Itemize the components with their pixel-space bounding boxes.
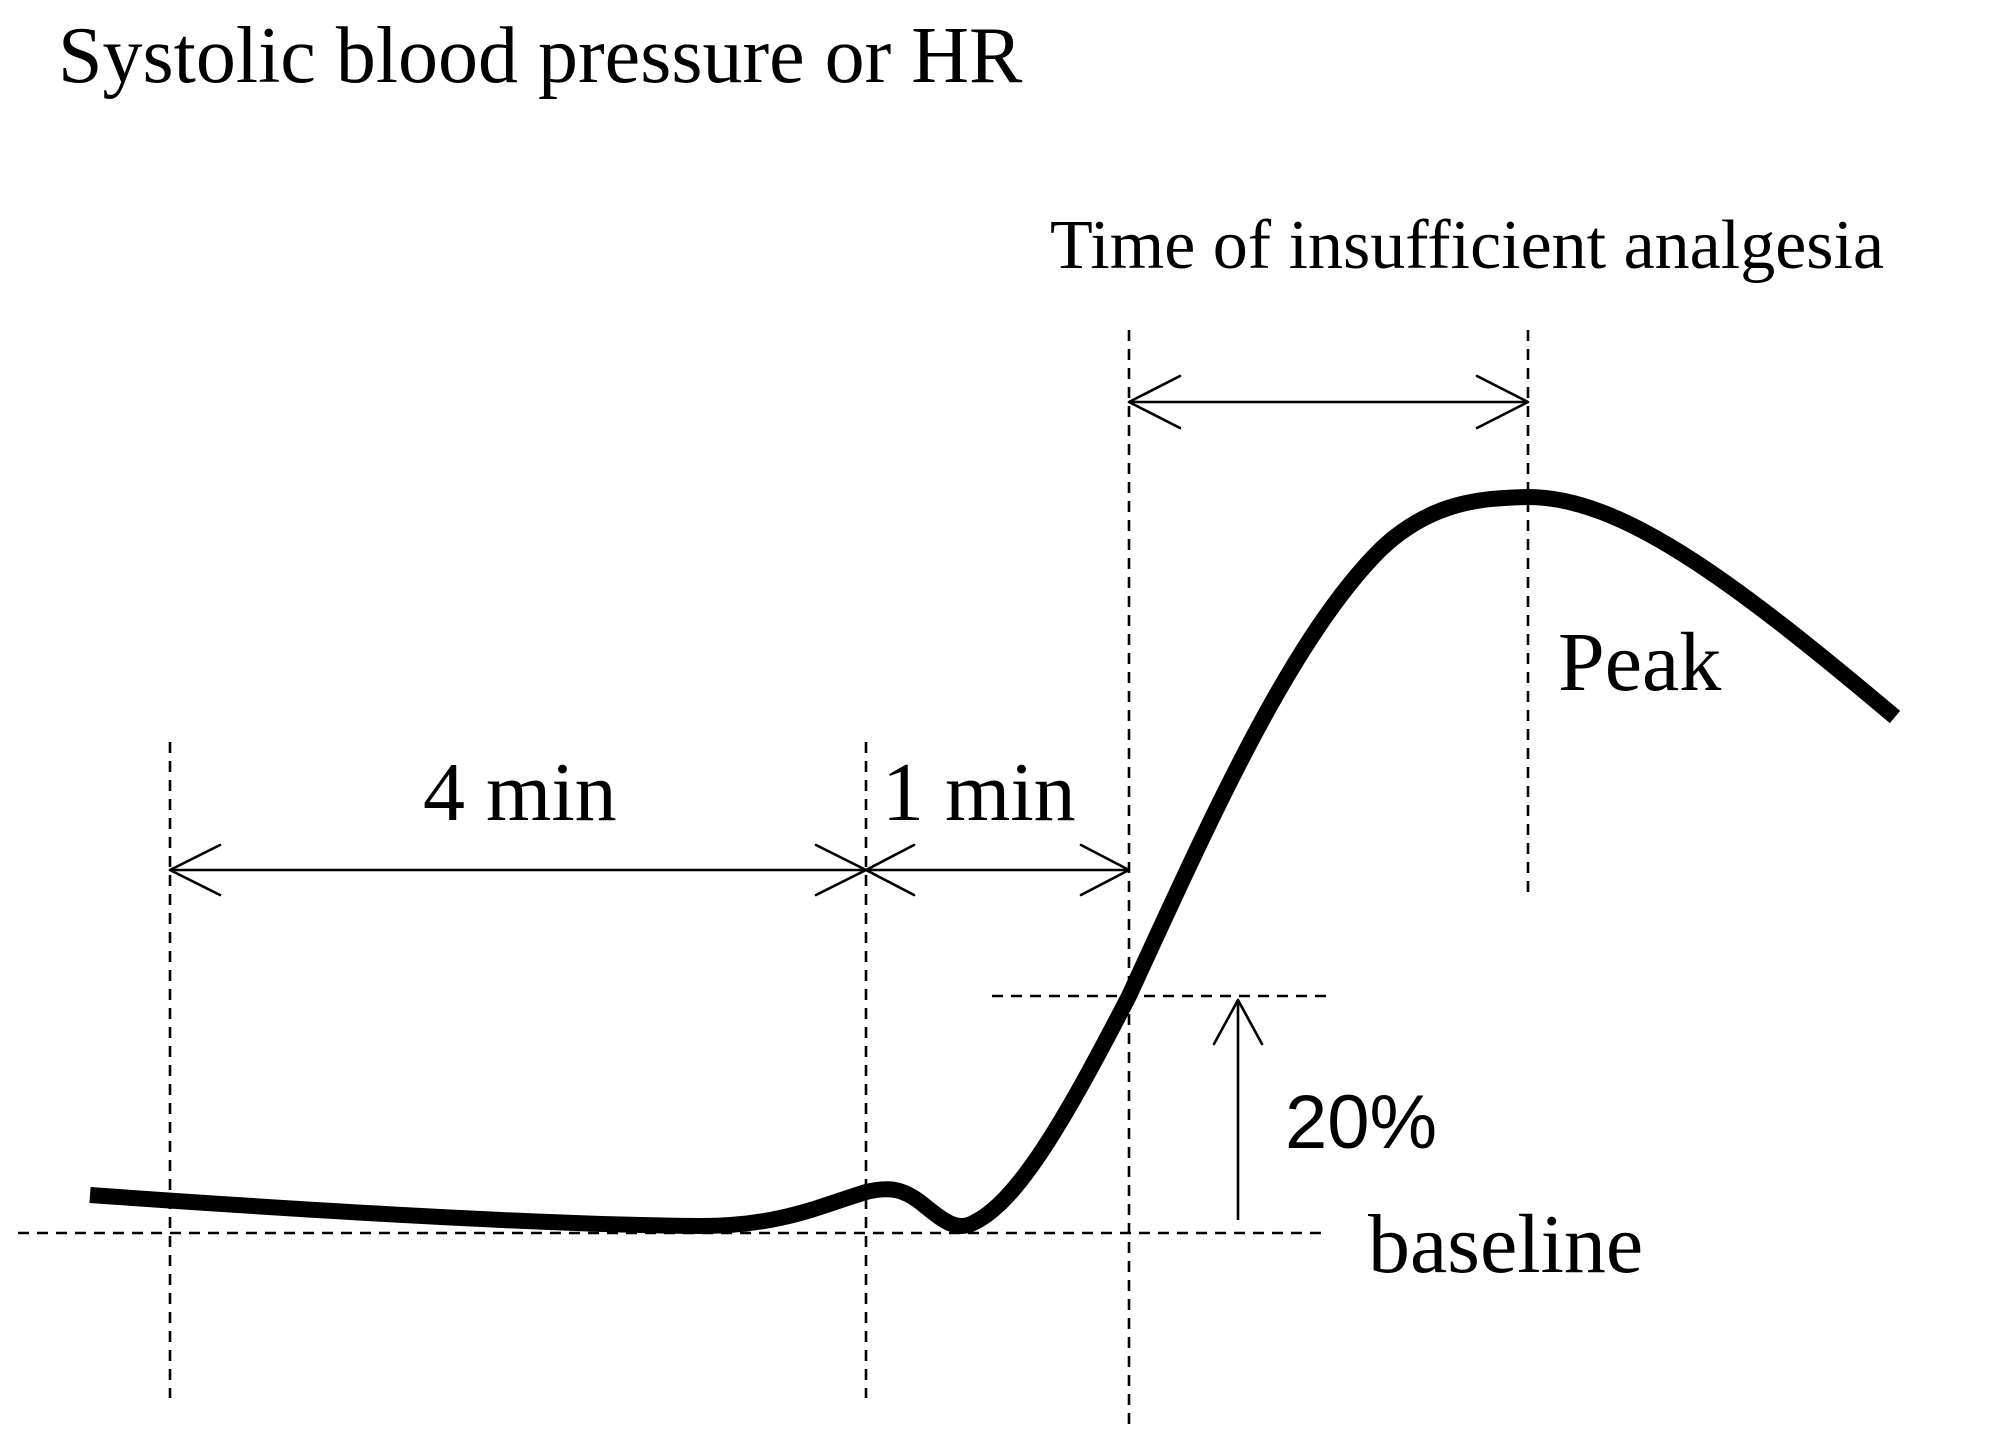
baseline-label: baseline — [1368, 1198, 1643, 1291]
twenty-percent-arrow — [1212, 998, 1264, 1220]
y-axis-label: Systolic blood pressure or HR — [58, 12, 1023, 100]
insufficient-analgesia-label: Time of insufficient analgesia — [1050, 207, 1884, 284]
one-min-label: 1 min — [882, 746, 1076, 839]
four-min-arrow — [168, 843, 868, 897]
twenty-percent-label: 20% — [1285, 1080, 1437, 1165]
insufficient-analgesia-arrow — [1127, 374, 1530, 430]
peak-label: Peak — [1558, 616, 1721, 709]
one-min-arrow — [864, 843, 1131, 897]
four-min-label: 4 min — [423, 746, 617, 839]
response-curve — [89, 489, 1901, 1234]
